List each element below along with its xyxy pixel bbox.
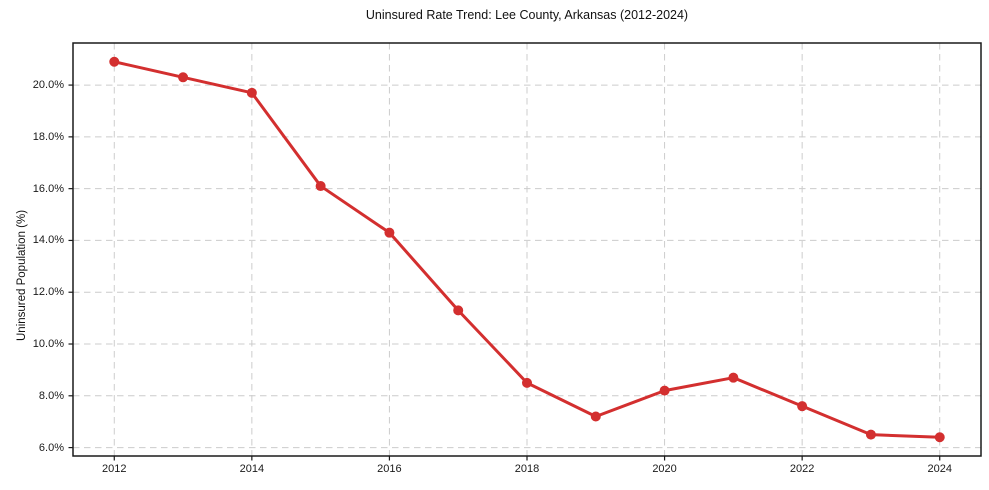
data-point-marker	[865, 429, 876, 440]
data-point-marker	[522, 377, 532, 388]
data-point-marker	[315, 181, 326, 192]
chart-title: Uninsured Rate Trend: Lee County, Arkans…	[365, 8, 689, 22]
y-tick-label: 8.0%	[38, 389, 64, 402]
y-tick-label: 16.0%	[32, 182, 64, 195]
data-point-marker	[659, 385, 670, 396]
y-tick-label: 20.0%	[32, 79, 64, 92]
data-point-marker	[934, 432, 945, 443]
plot-spines	[72, 42, 982, 457]
y-tick-label: 6.0%	[38, 441, 64, 454]
x-tick-label: 2012	[102, 463, 127, 475]
data-point-marker	[109, 56, 120, 67]
x-tick-label: 2024	[927, 463, 952, 475]
x-tick-label: 2020	[652, 463, 677, 475]
y-tick-label: 18.0%	[32, 130, 64, 143]
x-tick-label: 2014	[239, 463, 265, 475]
x-tick-label: 2016	[377, 463, 402, 475]
data-point-marker	[590, 411, 601, 422]
y-tick-label: 14.0%	[32, 234, 64, 247]
data-point-marker	[384, 227, 395, 238]
x-tick-label: 2022	[789, 463, 815, 475]
data-point-marker	[178, 72, 189, 83]
y-tick-label: 12.0%	[32, 286, 64, 299]
data-point-marker	[246, 87, 257, 98]
data-point-marker	[797, 401, 808, 412]
data-point-marker	[728, 372, 739, 383]
y-tick-label: 10.0%	[32, 338, 64, 350]
data-point-marker	[453, 305, 464, 316]
x-tick-label: 2018	[514, 463, 540, 475]
